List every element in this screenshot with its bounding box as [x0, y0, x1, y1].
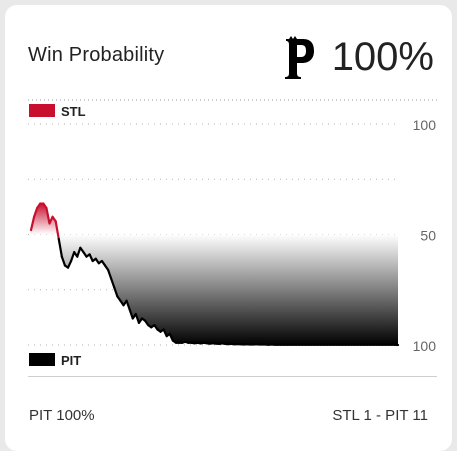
footer-win-pct: PIT 100% [29, 407, 95, 424]
win-probability-segment [113, 286, 119, 298]
pirates-p-logo [285, 36, 314, 79]
chart-ticks: 100 50 100 [413, 117, 437, 354]
win-probability-segment [125, 299, 131, 311]
win-probability-segment [54, 220, 60, 241]
legend-label: STL [61, 104, 86, 119]
win-probability-segment [32, 206, 39, 218]
y-tick-label: 100 [413, 117, 437, 133]
win-probability-segment [107, 268, 113, 280]
home-area [31, 234, 398, 345]
win-probability-segment [168, 332, 174, 342]
win-probability-segment [29, 215, 36, 232]
win-probability-segment [45, 206, 51, 225]
y-tick-label: 50 [420, 228, 436, 244]
legend-swatch [29, 104, 55, 117]
legend-swatch [29, 353, 55, 366]
win-probability-segment [162, 328, 168, 338]
win-probability-segment [60, 255, 67, 267]
win-probability-segment [134, 312, 141, 324]
chart-grid [28, 99, 437, 346]
y-tick-label: 100 [413, 338, 437, 354]
win-probability-segment [66, 259, 73, 269]
chart-legend: STL PIT [29, 104, 86, 368]
win-probability-segment [110, 277, 116, 289]
legend-label: PIT [61, 353, 81, 368]
card-title: Win Probability [28, 44, 165, 66]
away-area [31, 203, 398, 235]
chart-line [29, 202, 400, 347]
win-probability-card: Win Probability 100% PIT 100% STL 1 - PI… [5, 5, 452, 451]
win-probability-segment [69, 251, 76, 263]
win-probability-segment [128, 308, 134, 320]
leader-percentage: 100% [331, 35, 434, 79]
footer-score: STL 1 - PIT 11 [332, 407, 428, 424]
footer-divider [28, 376, 437, 377]
win-probability-segment [57, 237, 63, 258]
win-probability-segment [88, 253, 94, 263]
win-probability-segment [76, 246, 82, 258]
chart-areas [31, 203, 398, 345]
